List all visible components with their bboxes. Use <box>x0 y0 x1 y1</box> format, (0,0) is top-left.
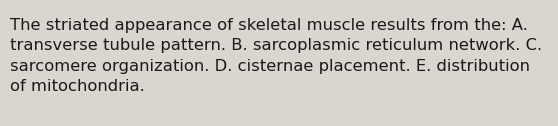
Text: The striated appearance of skeletal muscle results from the: A.
transverse tubul: The striated appearance of skeletal musc… <box>10 18 542 94</box>
